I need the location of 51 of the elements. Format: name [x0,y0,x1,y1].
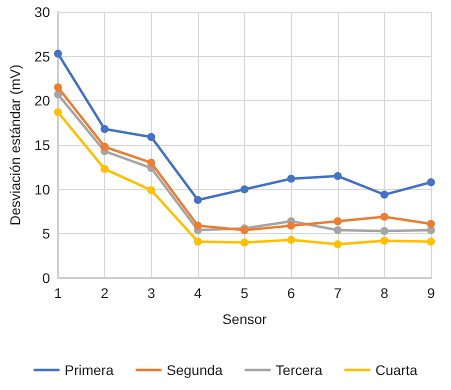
x-tick-label: 2 [100,285,109,301]
x-tick-label: 1 [54,285,62,301]
point [334,240,342,248]
y-tick-label: 5 [42,226,50,242]
legend-label: Tercera [276,362,323,378]
x-tick-label: 4 [194,285,202,301]
legend-label: Segunda [166,362,223,378]
point [427,220,435,228]
x-axis-title: Sensor [222,311,268,327]
legend-label: Primera [64,362,114,378]
point [100,142,109,151]
point [334,226,342,234]
x-tick-label: 9 [427,285,436,301]
x-tick-label: 6 [287,285,296,301]
point [194,238,202,246]
x-tick-label: 5 [240,285,249,301]
point [380,212,388,221]
x-tick-label: 3 [147,285,156,301]
x-tick-label: 7 [334,285,342,301]
point [427,178,435,186]
point [334,217,342,226]
point [100,125,109,134]
y-tick-label: 25 [34,48,50,64]
point [100,164,109,173]
point [287,236,296,244]
point [287,222,296,230]
point [54,50,62,58]
point [54,108,62,116]
y-tick-label: 30 [34,4,50,20]
point [380,227,388,236]
point [240,185,248,194]
point [334,172,342,180]
point [194,196,202,204]
point [194,222,202,230]
point [54,90,62,98]
point [147,133,156,142]
legend-label: Cuarta [375,362,418,378]
point [147,186,156,194]
point [427,238,435,246]
x-tick-label: 8 [380,285,388,301]
point [147,158,156,167]
point [54,83,62,92]
point [380,190,388,199]
y-tick-label: 15 [34,137,50,153]
y-tick-label: 10 [34,181,50,198]
y-tick-label: 20 [34,92,50,109]
point [380,236,388,245]
y-axis-title: Desviación estándar (mV) [7,64,23,226]
y-tick-label: 0 [42,270,50,286]
point [240,238,248,247]
point [287,174,296,183]
